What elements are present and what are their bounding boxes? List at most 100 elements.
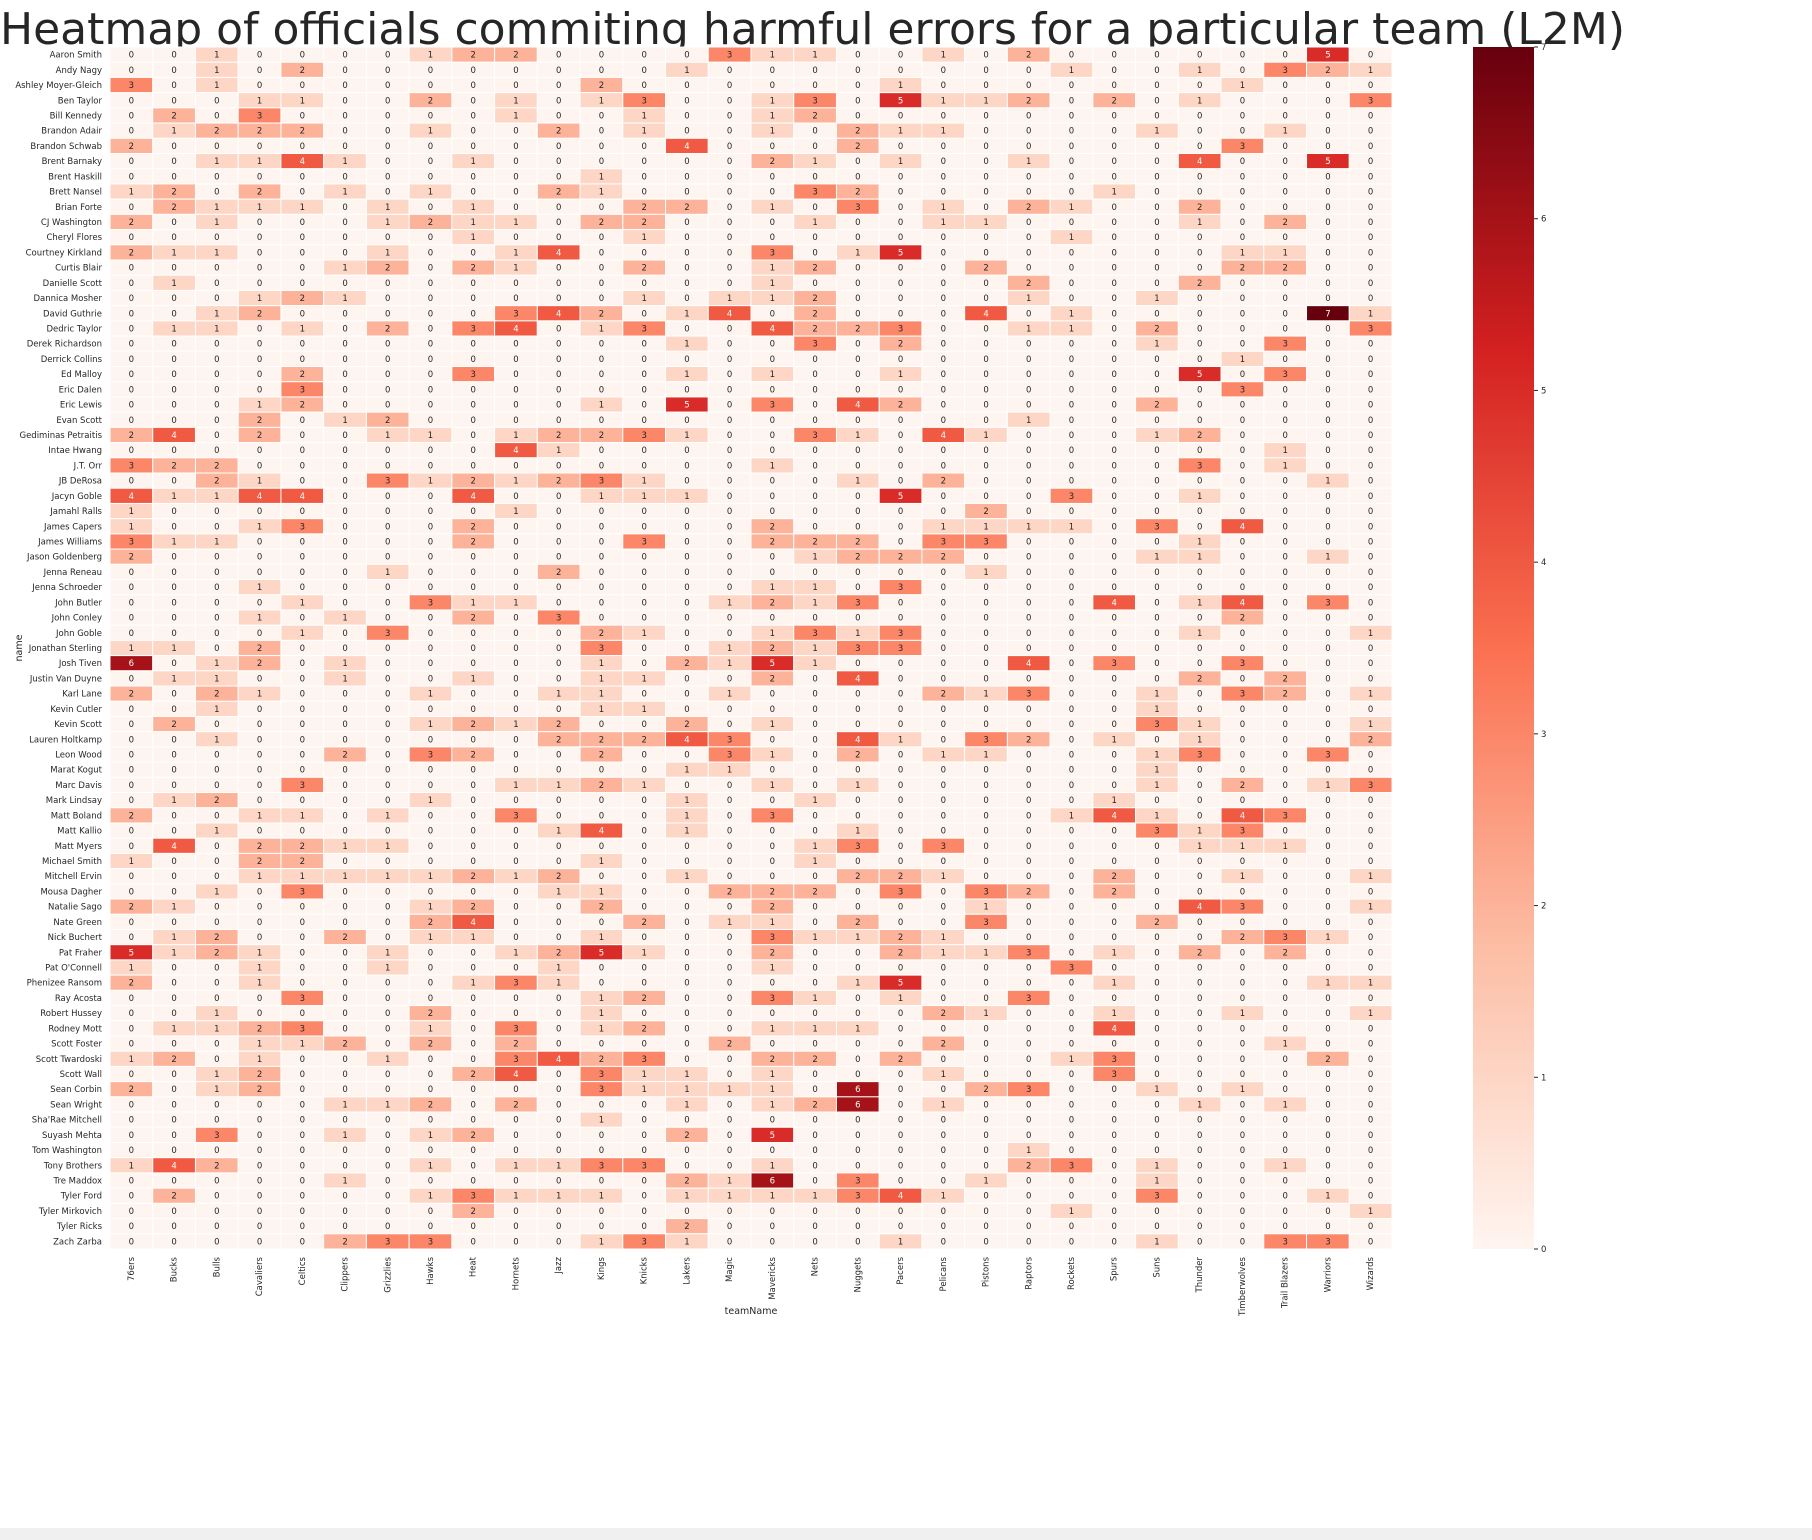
cell-value-label: 0 [1069, 1070, 1074, 1080]
cell-value-label: 0 [1325, 568, 1330, 578]
cell-value-label: 1 [1325, 933, 1330, 943]
cell-value-label: 0 [556, 51, 561, 61]
cell-value-label: 0 [257, 51, 262, 61]
cell-value-label: 6 [129, 659, 134, 669]
cell-value-label: 0 [300, 553, 305, 563]
cell-value-label: 0 [385, 51, 390, 61]
cell-value-label: 0 [855, 81, 860, 91]
cell-value-label: 0 [1112, 370, 1117, 380]
cell-value-label: 0 [471, 446, 476, 456]
cell-value-label: 2 [812, 294, 817, 304]
cell-value-label: 0 [428, 340, 433, 350]
cell-value-label: 0 [684, 857, 689, 867]
cell-value-label: 1 [1112, 796, 1117, 806]
cell-value-label: 1 [129, 1161, 134, 1171]
cell-value-label: 0 [300, 1146, 305, 1156]
cell-value-label: 0 [684, 81, 689, 91]
cell-value-label: 0 [684, 446, 689, 456]
cell-value-label: 0 [1154, 66, 1159, 76]
cell-value-label: 0 [1240, 751, 1245, 761]
column-tick-label: Bulls [212, 1256, 222, 1277]
cell-value-label: 0 [1112, 964, 1117, 974]
cell-value-label: 0 [257, 355, 262, 365]
cell-value-label: 1 [599, 96, 604, 106]
cell-value-label: 0 [983, 340, 988, 350]
cell-value-label: 0 [641, 522, 646, 532]
cell-value-label: 0 [1282, 1085, 1287, 1095]
cell-value-label: 0 [1368, 674, 1373, 684]
cell-value-label: 0 [471, 994, 476, 1004]
cell-value-label: 1 [513, 111, 518, 121]
cell-value-label: 1 [599, 492, 604, 502]
cell-value-label: 1 [556, 781, 561, 791]
cell-value-label: 0 [342, 857, 347, 867]
cell-value-label: 0 [1112, 51, 1117, 61]
cell-value-label: 0 [1112, 1131, 1117, 1141]
cell-value-label: 0 [1282, 751, 1287, 761]
cell-value-label: 0 [1282, 598, 1287, 608]
cell-value-label: 0 [428, 614, 433, 624]
cell-value-label: 0 [684, 614, 689, 624]
cell-value-label: 0 [1368, 614, 1373, 624]
cell-value-label: 0 [129, 279, 134, 289]
cell-value-label: 0 [257, 735, 262, 745]
cell-value-label: 0 [1154, 1070, 1159, 1080]
cell-value-label: 3 [1154, 720, 1159, 730]
cell-value-label: 0 [428, 1070, 433, 1080]
cell-value-label: 1 [171, 537, 176, 547]
cell-value-label: 0 [641, 172, 646, 182]
cell-value-label: 1 [983, 690, 988, 700]
cell-value-label: 0 [599, 416, 604, 426]
cell-value-label: 0 [129, 614, 134, 624]
cell-value-label: 0 [1069, 218, 1074, 228]
cell-value-label: 0 [1197, 127, 1202, 137]
cell-value-label: 0 [983, 477, 988, 487]
cell-value-label: 1 [855, 781, 860, 791]
cell-value-label: 0 [1368, 172, 1373, 182]
cell-value-label: 1 [385, 568, 390, 578]
cell-value-label: 0 [599, 51, 604, 61]
cell-value-label: 0 [257, 705, 262, 715]
cell-value-label: 2 [684, 1222, 689, 1232]
cell-value-label: 0 [770, 614, 775, 624]
cell-value-label: 0 [257, 233, 262, 243]
cell-value-label: 0 [1240, 431, 1245, 441]
cell-value-label: 0 [1240, 340, 1245, 350]
cell-value-label: 0 [727, 1222, 732, 1232]
cell-value-label: 0 [727, 1116, 732, 1126]
cell-value-label: 1 [471, 598, 476, 608]
cell-value-label: 6 [855, 1085, 860, 1095]
cell-value-label: 0 [385, 1009, 390, 1019]
cell-value-label: 0 [941, 1207, 946, 1217]
cell-value-label: 0 [1197, 172, 1202, 182]
cell-value-label: 0 [428, 157, 433, 167]
cell-value-label: 0 [1026, 355, 1031, 365]
cell-value-label: 1 [1069, 1055, 1074, 1065]
cell-value-label: 1 [1240, 872, 1245, 882]
cell-value-label: 1 [812, 1192, 817, 1202]
cell-value-label: 0 [513, 964, 518, 974]
cell-value-label: 0 [1197, 294, 1202, 304]
cell-value-label: 0 [727, 111, 732, 121]
cell-value-label: 0 [214, 751, 219, 761]
cell-value-label: 0 [898, 355, 903, 365]
cell-value-label: 0 [727, 507, 732, 517]
cell-value-label: 0 [941, 659, 946, 669]
row-tick-label: David Guthrie [43, 309, 102, 319]
cell-value-label: 0 [599, 598, 604, 608]
cell-value-label: 0 [1240, 370, 1245, 380]
column-tick-label: Grizzlies [383, 1256, 393, 1292]
cell-value-label: 2 [1197, 279, 1202, 289]
cell-value-label: 0 [171, 887, 176, 897]
cell-value-label: 0 [684, 188, 689, 198]
cell-value-label: 0 [171, 355, 176, 365]
cell-value-label: 0 [1368, 842, 1373, 852]
cell-value-label: 0 [1325, 1131, 1330, 1141]
cell-value-label: 2 [770, 1055, 775, 1065]
cell-value-label: 0 [129, 781, 134, 791]
cell-value-label: 0 [257, 553, 262, 563]
cell-value-label: 0 [684, 583, 689, 593]
cell-value-label: 1 [556, 827, 561, 837]
cell-value-label: 0 [1368, 827, 1373, 837]
cell-value-label: 1 [471, 157, 476, 167]
